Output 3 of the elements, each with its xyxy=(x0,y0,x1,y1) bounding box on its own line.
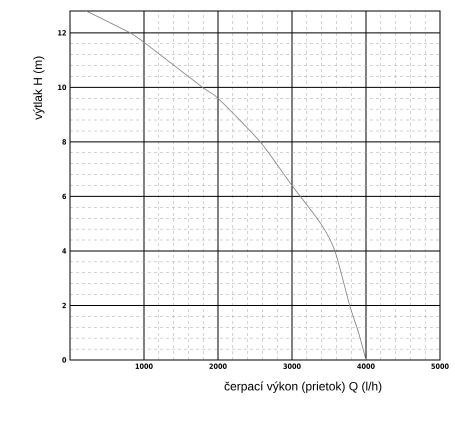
line-series xyxy=(86,11,366,360)
y-axis-title: výtlak H (m) xyxy=(33,56,44,120)
x-axis-title: čerpací výkon (prietok) Q (l/h) xyxy=(224,382,382,393)
